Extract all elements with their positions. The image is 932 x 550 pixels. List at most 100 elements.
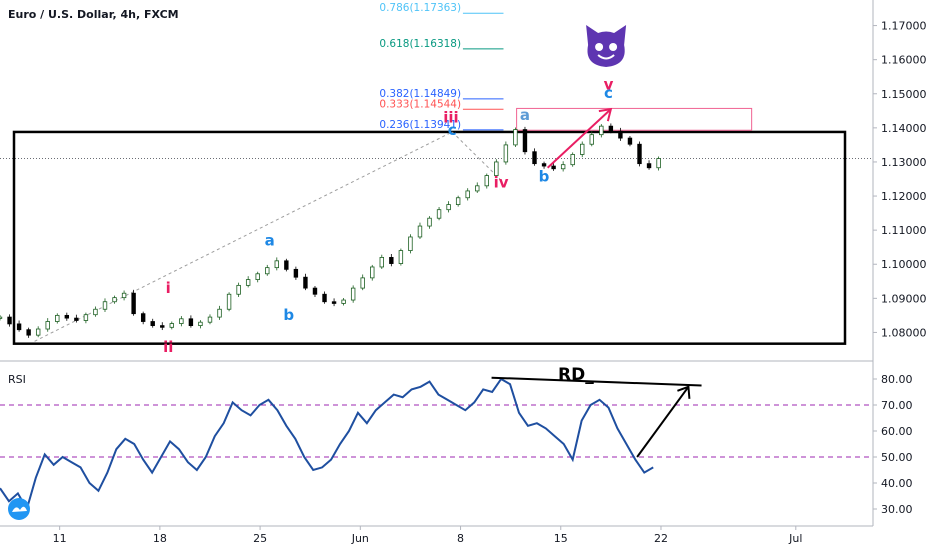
candle-body [522,129,528,153]
candle-body [455,197,461,205]
candle-body [551,165,556,170]
rsi-panel-title: RSI [8,373,26,386]
rsi-tick-label: 80.00 [881,373,913,386]
candle-body [179,318,184,324]
candle-body [64,314,70,319]
wave-label: c [448,121,457,139]
date-tick-label: 25 [253,532,267,545]
wave-label: a [520,106,530,124]
candle-body [541,163,547,167]
candle-body [656,158,661,169]
candle-body [446,204,451,211]
logo-cloud [12,506,27,512]
cat-mascot-icon [586,25,627,67]
candle-body [74,317,79,321]
rsi-arrow [636,386,690,458]
price-tick-label: 1.17000 [881,20,927,33]
price-tick-label: 1.15000 [881,88,927,101]
rd-divergence-label: RD_ [558,365,594,385]
fib-level-label: 0.382(1.14849) [379,88,461,100]
fib-level-label: 0.786(1.17363) [379,2,461,14]
candle-body [408,236,413,251]
candle-body [55,314,60,322]
rsi-tick-label: 30.00 [881,503,913,516]
candle-body [398,250,404,264]
candle-body [217,308,222,318]
candle-body [198,321,203,327]
candle-body [274,260,279,269]
candle-body [379,257,384,268]
candle-body [121,292,127,299]
candle-body [265,267,270,275]
trend-line-dashed [451,131,501,180]
candle-body [618,130,623,139]
candle-body [83,314,89,321]
candle-body [112,297,117,303]
price-tick-label: 1.13000 [881,156,927,169]
candle-body [360,277,365,289]
candle-body [475,185,480,192]
rsi-tick-label: 70.00 [881,399,913,412]
candle-body [560,164,566,170]
candle-body [7,316,12,325]
date-tick-label: Jul [788,532,802,545]
range-box [12,130,847,345]
candle-body [580,143,585,155]
candle-body [102,301,108,310]
candle-body [284,260,289,270]
candle-body [131,292,136,315]
candle-body [599,125,604,136]
projection-arrow-head [598,107,613,122]
candle-body [427,217,432,227]
candle-body [532,151,537,165]
target-box [516,107,753,131]
candle-body [389,257,394,264]
candle-body [341,299,346,304]
candle-body [169,323,175,328]
chart-title: Euro / U.S. Dollar, 4h, FXCM [8,8,179,21]
rsi-divergence-line [491,376,702,387]
cat-eye [609,43,618,51]
candle-body [245,279,251,286]
cat-head [586,25,627,67]
candle-body [160,325,165,328]
date-tick-label: 11 [53,532,67,545]
candle-body [370,266,375,279]
cat-smile [597,54,615,60]
candle-body [26,329,31,336]
candle-body [207,316,213,323]
rsi-tick-label: 60.00 [881,425,913,438]
candle-body [188,318,194,327]
rsi-tick-label: 50.00 [881,451,913,464]
price-tick-label: 1.16000 [881,54,927,67]
fib-level-label: 0.236(1.13941) [379,119,461,131]
candle-body [16,323,22,331]
price-tick-label: 1.10000 [881,258,927,271]
rsi-tick-label: 40.00 [881,477,913,490]
candle-body [322,293,327,303]
candle-body [303,276,308,289]
date-tick-label: 22 [654,532,668,545]
date-tick-label: 15 [554,532,568,545]
candle-body [494,161,499,176]
candle-body [140,313,146,322]
candle-body [93,308,98,316]
wave-label: b [283,306,294,324]
candle-body [0,316,3,319]
fib-level-label: 0.333(1.14544) [379,98,461,110]
price-tick-label: 1.08000 [881,326,927,339]
candle-body [484,175,489,187]
candle-body [35,328,41,336]
fib-level-label: 0.618(1.16318) [379,38,461,50]
price-tick-label: 1.12000 [881,190,927,203]
candle-body [513,129,518,146]
candle-body [417,225,423,238]
candle-body [150,321,155,327]
rsi-arrow-head [677,385,691,399]
candle-body [350,287,356,301]
candle-body [646,163,652,169]
candle-body [255,273,260,280]
candle-body [637,143,642,165]
candle-body [293,268,299,278]
